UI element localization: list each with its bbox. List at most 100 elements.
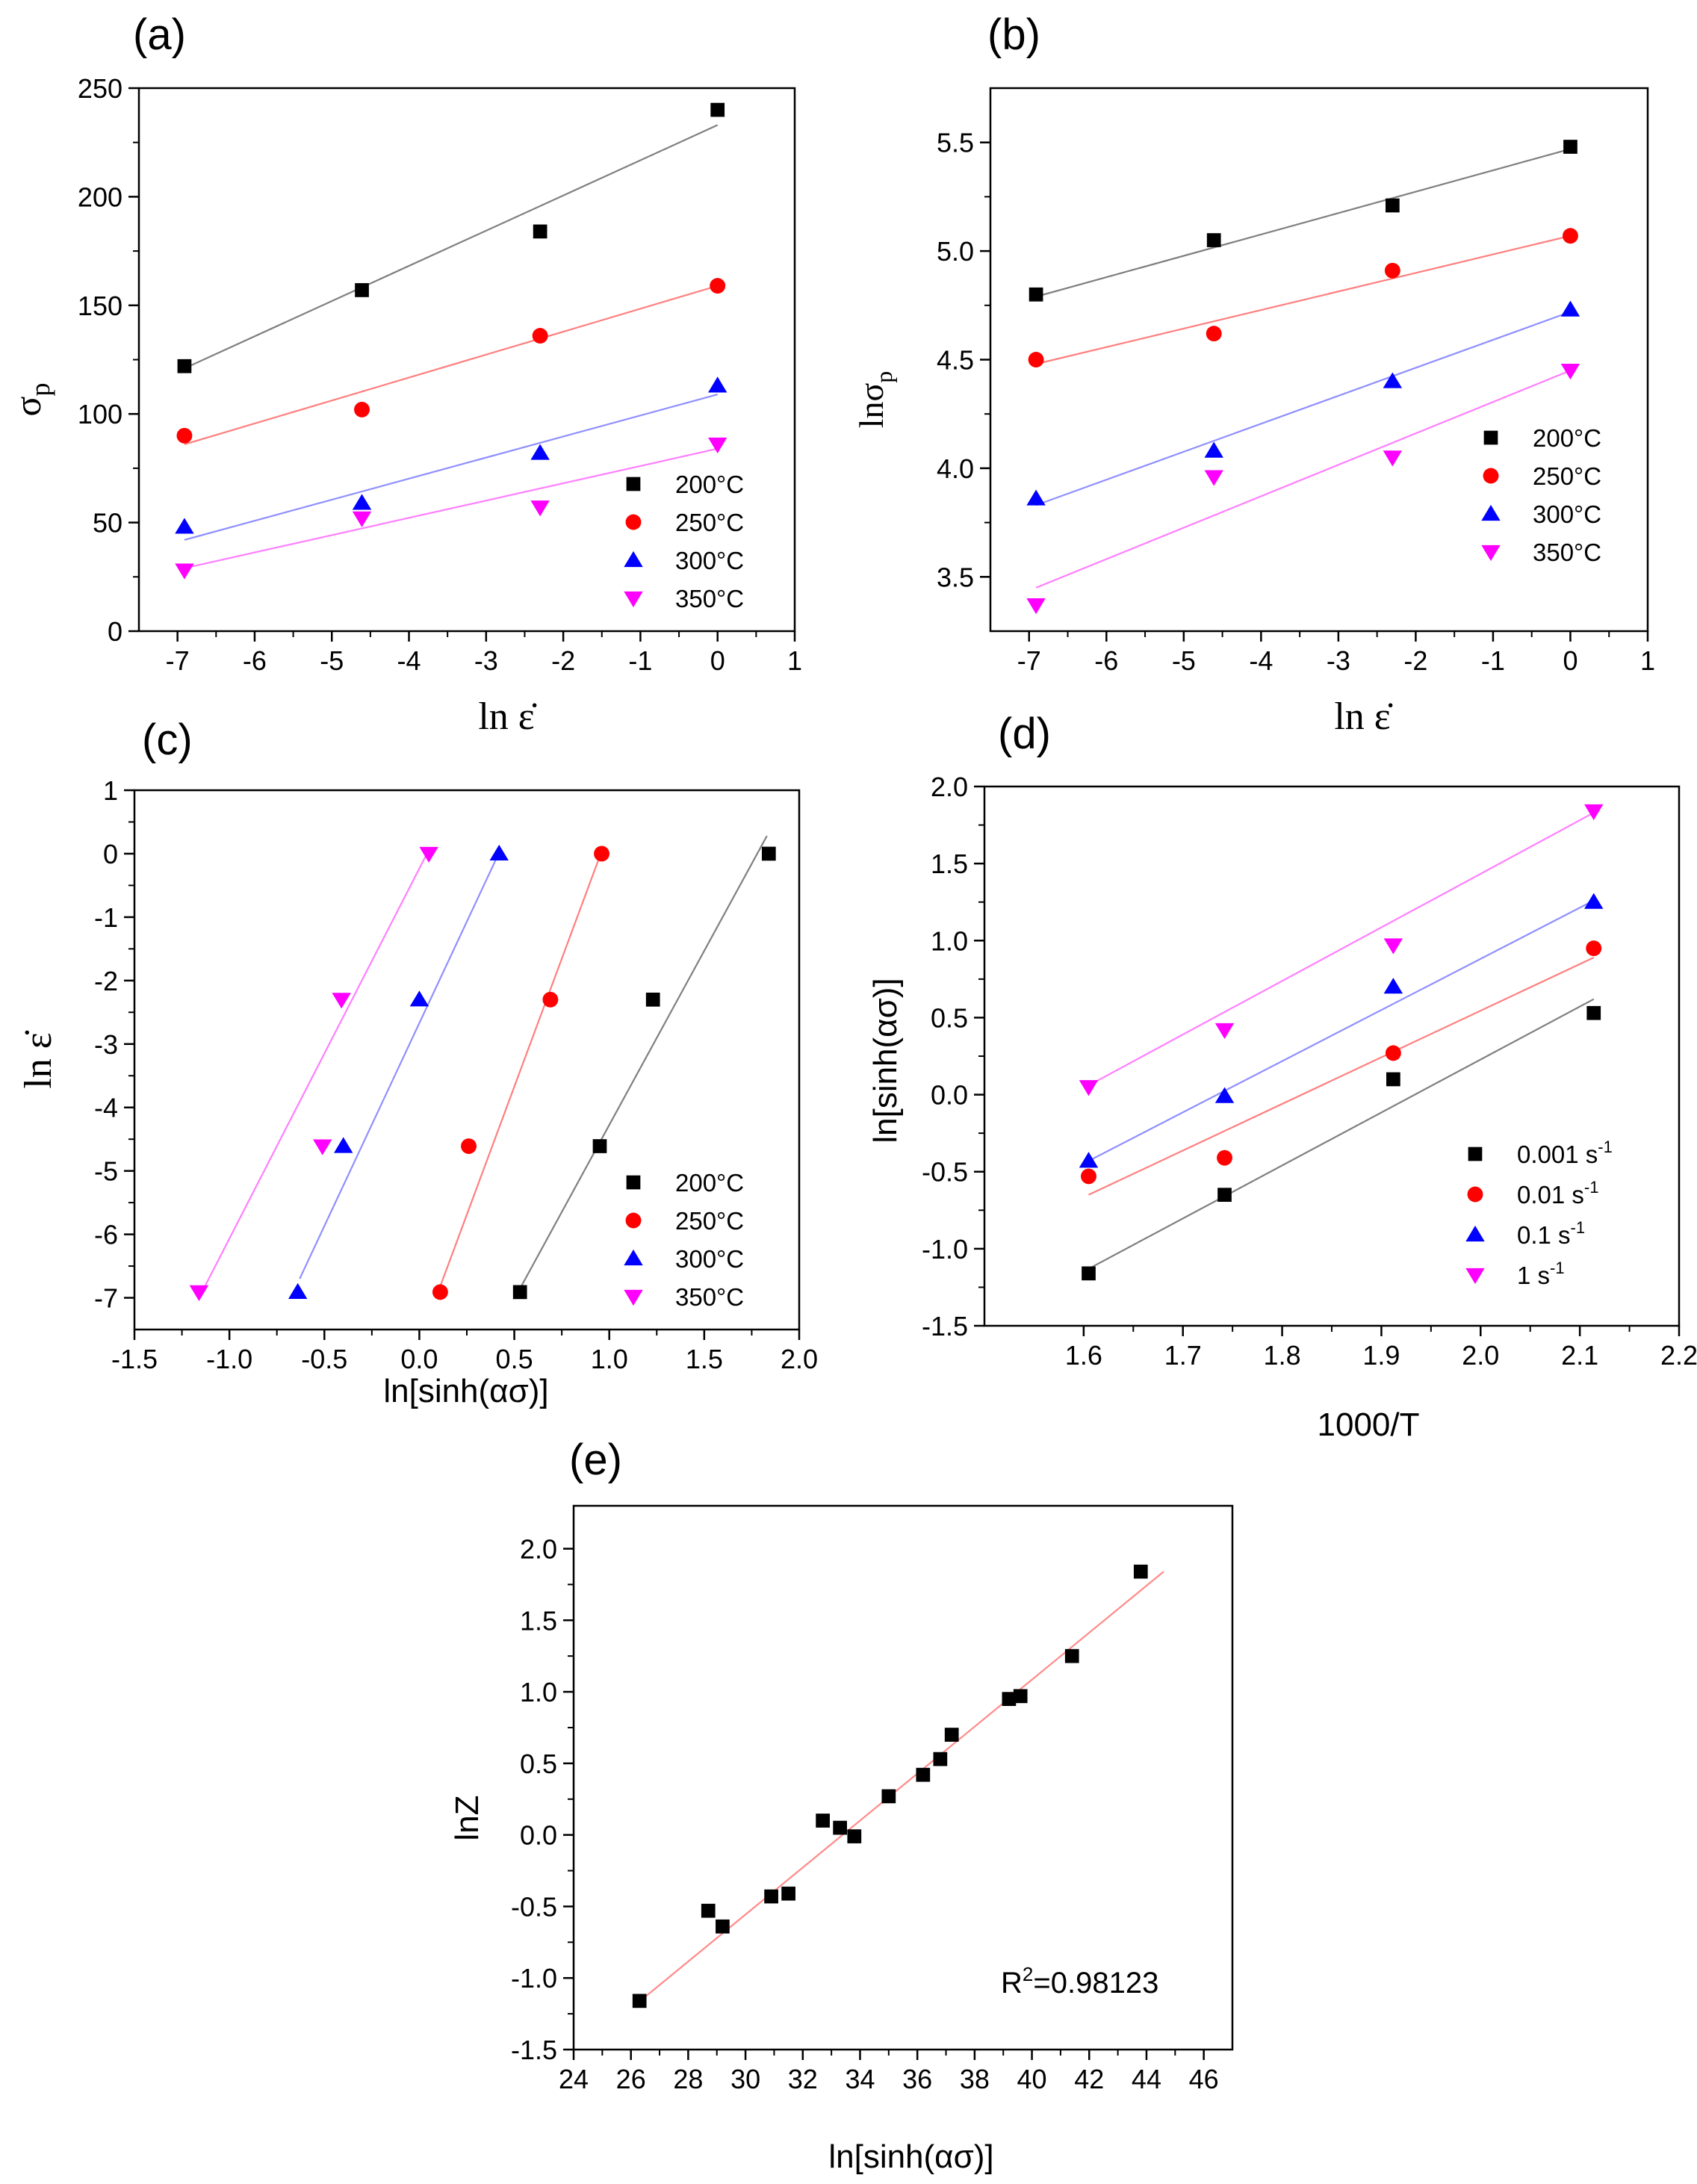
- legend-label-b-3: 350°C: [1533, 539, 1601, 566]
- data-point-c-3-3: [419, 846, 438, 863]
- y-tick-label-e: 2.0: [520, 1533, 557, 1564]
- y-tick-label-d: -1.5: [922, 1311, 968, 1341]
- data-point-a-2-3: [708, 376, 727, 393]
- data-point-e-0-13: [1013, 1689, 1028, 1704]
- x-tick-label-d: 2.1: [1561, 1340, 1598, 1371]
- y-tick-label-d: -1.0: [922, 1234, 968, 1265]
- legend-text-c-2: 300°C: [675, 1245, 744, 1273]
- data-point-e-0-10: [933, 1752, 948, 1766]
- x-tick-label-e: 44: [1132, 2064, 1161, 2094]
- series-c-2: 300°C: [288, 844, 744, 1299]
- legend-text-d-2: 0.1 s: [1517, 1221, 1571, 1249]
- y-tick-label-c: -5: [94, 1156, 118, 1187]
- y-tick-label-a: 250: [78, 73, 122, 104]
- panel-e-annotation-value: =0.98123: [1033, 1967, 1158, 2000]
- y-tick-label-d: 2.0: [931, 772, 968, 802]
- legend-text-b-2: 300°C: [1533, 500, 1601, 528]
- x-tick-label-a: -5: [320, 645, 344, 676]
- y-tick-label-d: 1.0: [931, 925, 968, 956]
- fit-line-c-2: [299, 848, 502, 1279]
- data-point-b-1-1: [1206, 326, 1222, 342]
- series-a-3: 350°C: [175, 437, 744, 612]
- fit-line-a-2: [184, 393, 718, 541]
- x-tick-label-a: 1: [787, 645, 802, 676]
- fit-line-b-2: [1035, 311, 1571, 506]
- data-point-d-1-0: [1081, 1168, 1096, 1185]
- x-tick-label-b: -4: [1249, 645, 1273, 676]
- legend-marker-c-1: [625, 1212, 642, 1229]
- legend-text-d-1: 0.01 s: [1517, 1181, 1584, 1209]
- x-tick-label-b: -1: [1481, 645, 1505, 676]
- data-point-d-0-0: [1082, 1266, 1096, 1281]
- data-point-c-2-1: [334, 1137, 353, 1153]
- legend-label-b-2: 300°C: [1533, 500, 1601, 528]
- legend-text-b-1: 250°C: [1533, 462, 1601, 490]
- legend-sup-d-2: -1: [1571, 1218, 1586, 1237]
- panel-e-ylabel: lnZ: [449, 1795, 485, 1840]
- legend-label-c-2: 300°C: [675, 1245, 744, 1273]
- x-tick-label-a: -4: [397, 645, 421, 676]
- panel-e: (e) lnZ ln[sinh(ασ)] R2=0.98123 24 26 28 30…: [449, 1436, 1234, 2175]
- y-tick-label-a: 200: [78, 182, 122, 212]
- x-tick-label-d: 2.2: [1660, 1340, 1697, 1371]
- data-point-e-0-0: [632, 1994, 647, 2008]
- y-tick-label-e: -1.0: [511, 1963, 557, 1994]
- legend-label-a-0: 200°C: [675, 471, 744, 498]
- data-point-e-0-3: [764, 1889, 778, 1904]
- legend-marker-a-2: [624, 550, 643, 568]
- x-tick-label-e: 34: [845, 2064, 875, 2094]
- plot-area-e: 24 26 28 30 32 34 36 38 40 42 44 46 -1.5 -1.0 -0.5 0.0 0…: [511, 1504, 1234, 2094]
- data-point-b-1-3: [1563, 228, 1578, 244]
- data-point-d-0-2: [1386, 1072, 1400, 1087]
- data-point-e-0-1: [701, 1903, 716, 1918]
- data-point-a-0-1: [355, 283, 369, 297]
- data-point-d-1-1: [1217, 1150, 1232, 1166]
- legend-text-d-3: 1 s: [1517, 1262, 1550, 1289]
- data-point-c-1-1: [461, 1138, 477, 1154]
- x-tick-label-a: -3: [474, 645, 498, 676]
- data-point-e-0-12: [1002, 1692, 1017, 1706]
- legend-label-c-0: 200°C: [675, 1169, 744, 1197]
- legend-marker-b-3: [1481, 545, 1501, 562]
- y-tick-label-c: -2: [94, 966, 118, 996]
- x-tick-label-d: 1.7: [1164, 1340, 1202, 1371]
- data-point-e-0-11: [944, 1728, 959, 1742]
- panel-e-annotation: R2=0.98123: [1001, 1963, 1158, 2000]
- data-point-e-0-4: [781, 1886, 795, 1901]
- legend-text-c-0: 200°C: [675, 1169, 744, 1197]
- y-tick-label-a: 0: [108, 616, 122, 647]
- legend-text-a-2: 300°C: [675, 547, 744, 574]
- data-point-b-3-0: [1026, 598, 1046, 615]
- x-tick-label-a: -2: [551, 645, 575, 676]
- y-tick-label-e: 1.5: [520, 1605, 557, 1636]
- legend-text-a-0: 200°C: [675, 471, 744, 498]
- y-tick-label-e: 0.5: [520, 1749, 557, 1779]
- legend-label-d-1: 0.01 s-1: [1517, 1178, 1598, 1209]
- x-tick-label-a: -6: [243, 645, 267, 676]
- legend-label-a-2: 300°C: [675, 547, 744, 574]
- legend-marker-d-3: [1465, 1268, 1485, 1285]
- series-b-3: 350°C: [1026, 363, 1601, 615]
- fit-line-c-1: [437, 846, 605, 1292]
- panel-e-xlabel: ln[sinh(ασ)]: [828, 2138, 993, 2175]
- x-tick-label-d: 2.0: [1462, 1340, 1499, 1371]
- data-point-b-3-1: [1204, 470, 1223, 486]
- x-tick-label-b: -7: [1017, 645, 1041, 676]
- legend-sup-d-3: -1: [1550, 1259, 1565, 1277]
- legend-marker-b-0: [1483, 430, 1498, 445]
- legend-text-c-1: 250°C: [675, 1207, 744, 1235]
- y-tick-label-a: 50: [93, 508, 122, 539]
- series-d-0: 0.001 s-1: [1082, 998, 1613, 1281]
- legend-label-d-3: 1 s-1: [1517, 1259, 1565, 1289]
- fit-line-d-2: [1088, 899, 1595, 1162]
- x-tick-label-c: 0.0: [400, 1344, 438, 1374]
- x-tick-label-e: 36: [902, 2064, 932, 2094]
- data-point-e-0-14: [1064, 1648, 1079, 1663]
- fit-line-b-1: [1035, 235, 1571, 365]
- legend-text-a-3: 350°C: [675, 585, 744, 612]
- fit-line-b-0: [1035, 148, 1571, 298]
- fit-line-a-0: [184, 124, 719, 370]
- series-c-0: 200°C: [512, 835, 776, 1300]
- plot-area-b: -7 -6 -5 -4 -3 -2 -1 0 1 3.5 4.0 4.5 5.0 5.5 200°C 250°…: [937, 87, 1655, 676]
- data-point-a-2-1: [352, 494, 372, 510]
